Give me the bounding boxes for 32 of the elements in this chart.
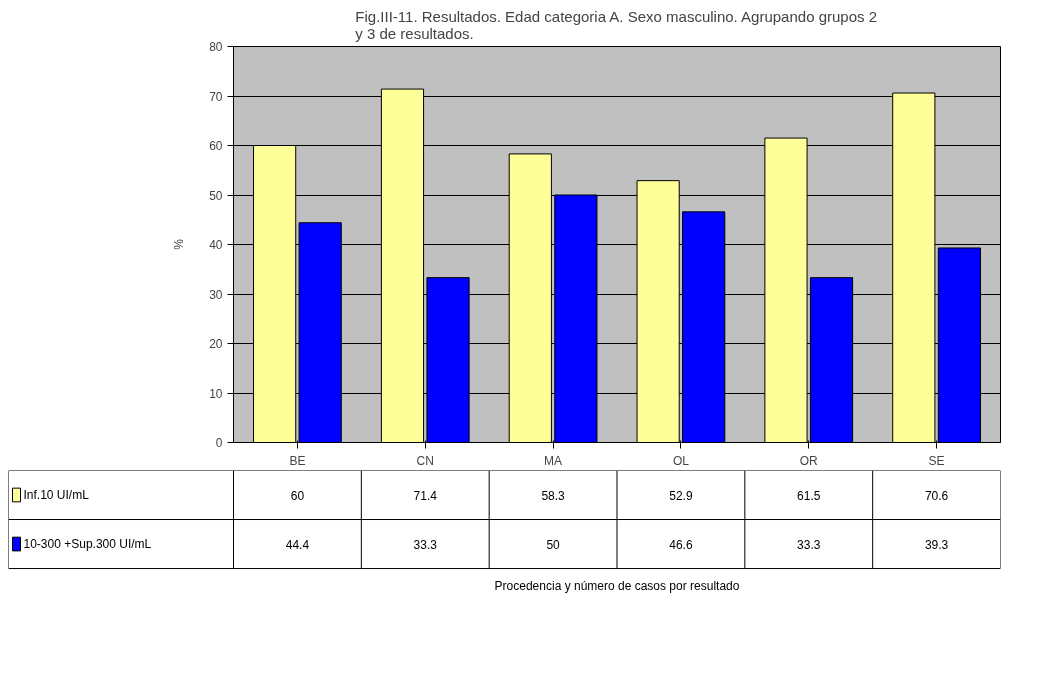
y-tick-label: 50: [209, 188, 223, 203]
x-tick-label: MA: [544, 453, 563, 468]
y-tick-label: 40: [209, 238, 223, 252]
data-label: 71.4: [413, 488, 438, 503]
y-tick-label: 20: [209, 337, 223, 351]
legend-label: 10-300 +Sup.300 UI/mL: [23, 537, 152, 552]
data-label: 33.3: [413, 537, 438, 552]
chart-title: Fig.III-11. Resultados. Edad categoria A. Sexo masculino. Agrupando grupos 2 y 3 de resultados.: [355, 7, 878, 42]
y-tick-label: 10: [209, 386, 223, 401]
x-tick-label: OL: [672, 453, 690, 468]
y-tick-label: 80: [209, 40, 223, 54]
data-label: 33.3: [797, 537, 821, 552]
y-tick-label: 60: [209, 139, 223, 153]
data-label: 58.3: [541, 488, 566, 503]
x-tick-label: SE: [928, 453, 945, 468]
x-tick-label: BE: [289, 453, 306, 468]
data-label: 46.6: [669, 537, 693, 552]
legend-label: Inf.10 UI/mL: [23, 488, 90, 503]
data-label: 50: [546, 537, 561, 552]
y-axis-title: %: [172, 238, 187, 250]
y-tick-label: 0: [215, 436, 223, 450]
data-label: 61.5: [797, 488, 821, 503]
y-tick-label: 30: [209, 287, 223, 302]
text: Procedencia y número de casos por resultado: [494, 578, 740, 593]
data-label: 44.4: [285, 537, 310, 552]
x-tick-label: OR: [799, 453, 819, 468]
data-label: 52.9: [669, 488, 693, 503]
y-tick-label: 70: [209, 89, 223, 104]
data-label: 39.3: [924, 537, 949, 552]
x-tick-label: CN: [416, 453, 434, 468]
data-label: 60: [290, 488, 305, 503]
data-label: 70.6: [924, 488, 949, 503]
